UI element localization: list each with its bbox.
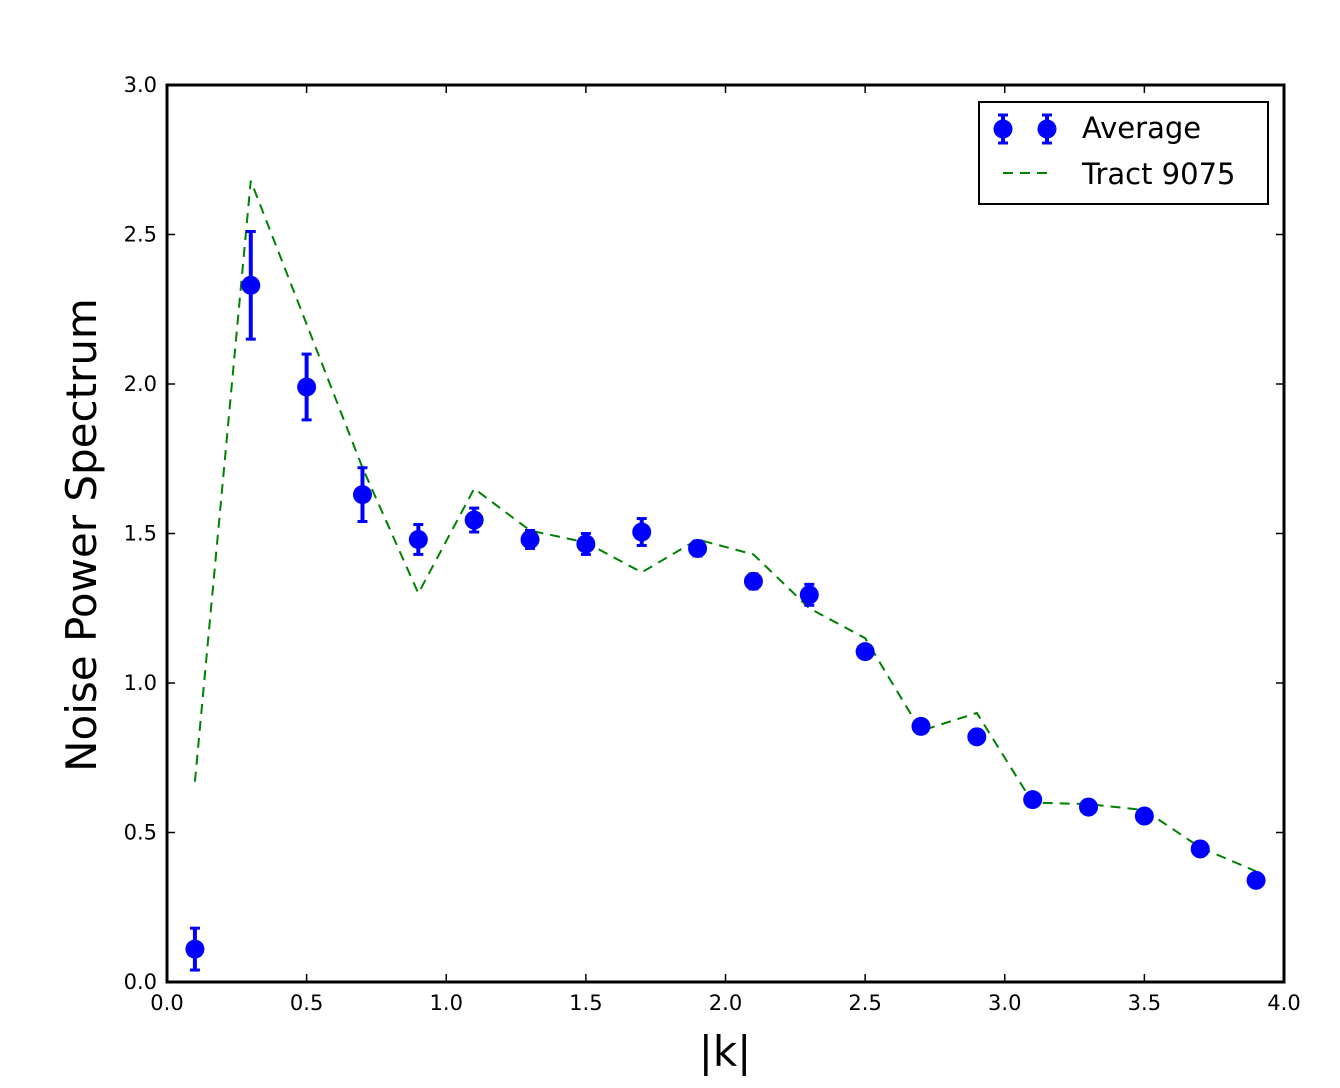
series-layer bbox=[193, 180, 1257, 873]
average-point bbox=[1079, 797, 1099, 817]
average-point bbox=[799, 585, 819, 605]
average-point bbox=[911, 716, 931, 736]
y-tick-label: 0.5 bbox=[124, 821, 157, 845]
x-tick-label: 0.5 bbox=[290, 991, 323, 1015]
y-tick-label: 0.0 bbox=[124, 970, 157, 994]
legend-box bbox=[978, 101, 1269, 205]
x-tick-label: 0.0 bbox=[150, 991, 183, 1015]
average-point bbox=[464, 510, 484, 530]
tract-9075-line bbox=[193, 180, 1257, 873]
average-point bbox=[632, 522, 652, 542]
y-tick-label: 3.0 bbox=[124, 73, 157, 97]
average-point bbox=[297, 377, 317, 397]
x-tick-label: 3.0 bbox=[988, 991, 1021, 1015]
average-point bbox=[1246, 870, 1266, 890]
legend-average-dot bbox=[1037, 119, 1057, 139]
average-point bbox=[241, 275, 261, 295]
legend-average-marker bbox=[993, 113, 1057, 145]
legend-label-tract: Tract 9075 bbox=[1081, 157, 1235, 191]
y-tick-label: 1.0 bbox=[124, 671, 157, 695]
y-tick-label: 2.5 bbox=[124, 223, 157, 247]
x-tick-label: 1.5 bbox=[569, 991, 602, 1015]
average-point bbox=[1190, 839, 1210, 859]
x-tick-label: 2.0 bbox=[709, 991, 742, 1015]
average-point bbox=[688, 538, 708, 558]
average-point bbox=[743, 571, 763, 591]
x-tick-label: 3.5 bbox=[1128, 991, 1161, 1015]
legend: Average Tract 9075 bbox=[978, 101, 1269, 205]
x-axis-title: |k| bbox=[699, 1027, 752, 1076]
x-tick-label: 2.5 bbox=[848, 991, 881, 1015]
y-tick-label: 2.0 bbox=[124, 372, 157, 396]
average-point bbox=[520, 529, 540, 549]
average-point bbox=[408, 529, 428, 549]
x-tick-label: 4.0 bbox=[1267, 991, 1300, 1015]
ticks-layer: 0.0 0.5 1.0 1.5 2.0 2.5 3.0 3.5 4.0 0.0 0.5 1.0 1.5 2… bbox=[124, 73, 1301, 1015]
average-point bbox=[1134, 806, 1154, 826]
y-axis-title: Noise Power Spectrum bbox=[57, 298, 106, 772]
average-point bbox=[352, 485, 372, 505]
average-point bbox=[855, 642, 875, 662]
average-point bbox=[576, 534, 596, 554]
plot-frame bbox=[165, 83, 1286, 984]
points-layer bbox=[185, 230, 1266, 972]
x-tick-label: 1.0 bbox=[430, 991, 463, 1015]
average-point bbox=[185, 939, 205, 959]
legend-average-dot bbox=[993, 119, 1013, 139]
y-tick-label: 1.5 bbox=[124, 522, 157, 546]
legend-label-average: Average bbox=[1082, 111, 1201, 145]
average-point bbox=[1023, 790, 1043, 810]
average-point bbox=[967, 727, 987, 747]
